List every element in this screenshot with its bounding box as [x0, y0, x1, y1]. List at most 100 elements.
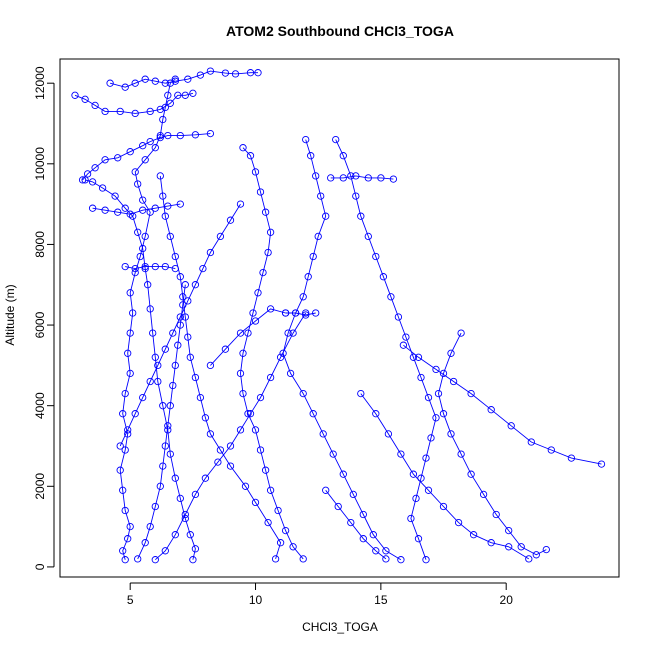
data-point: [174, 341, 182, 349]
data-point: [216, 446, 225, 454]
data-point: [114, 208, 122, 216]
y-axis-label: Altitude (m): [3, 284, 17, 345]
data-point: [266, 486, 275, 494]
data-point: [467, 470, 475, 478]
data-point: [246, 152, 255, 160]
data-point: [389, 175, 398, 183]
data-point: [379, 273, 388, 281]
data-point: [196, 393, 205, 402]
data-point: [151, 502, 159, 511]
data-point: [121, 389, 129, 398]
data-point: [414, 353, 423, 361]
data-point: [304, 273, 312, 281]
data-point: [449, 377, 458, 386]
data-point: [352, 192, 360, 200]
x-axis-label: CHCl3_TOGA: [302, 620, 378, 634]
data-point: [487, 406, 495, 414]
data-point: [299, 293, 307, 301]
data-series: [357, 389, 533, 563]
data-point: [394, 313, 403, 321]
data-point: [169, 329, 177, 337]
data-point: [206, 361, 215, 370]
data-point: [144, 281, 152, 289]
data-point: [156, 105, 164, 114]
data-point: [191, 373, 200, 382]
data-point: [161, 103, 169, 112]
plot-frame: [59, 58, 620, 578]
data-point: [146, 377, 154, 386]
x-tick-label: 20: [500, 593, 514, 607]
data-point: [166, 402, 174, 410]
data-point: [176, 273, 184, 281]
data-point: [542, 545, 550, 554]
data-point: [254, 289, 262, 297]
data-point: [264, 248, 272, 257]
data-point: [189, 556, 197, 564]
data-point: [121, 506, 129, 515]
data-point: [357, 212, 365, 220]
data-point: [126, 329, 134, 337]
data-point: [309, 410, 317, 418]
data-point: [312, 172, 320, 180]
data-point: [322, 486, 330, 494]
data-point: [372, 252, 380, 261]
data-point: [161, 547, 169, 555]
data-point: [236, 426, 245, 434]
data-point: [116, 107, 124, 116]
data-point: [432, 365, 440, 374]
data-point: [116, 442, 124, 450]
data-point: [181, 510, 189, 519]
data-point: [111, 192, 119, 200]
data-point: [214, 458, 222, 466]
data-point: [286, 369, 295, 378]
data-point: [179, 293, 187, 301]
series-line: [285, 312, 316, 316]
data-point: [332, 135, 340, 144]
y-tick-label: 0: [33, 563, 47, 570]
data-point: [161, 442, 169, 450]
data-series: [151, 309, 310, 564]
data-point: [469, 531, 478, 539]
data-point: [236, 369, 245, 378]
y-tick-label: 4000: [33, 392, 47, 419]
data-point: [271, 555, 280, 563]
data-point: [156, 482, 164, 490]
data-series: [116, 200, 245, 450]
data-point: [302, 311, 310, 319]
data-point: [505, 526, 513, 535]
data-point: [151, 556, 159, 564]
data-point: [106, 79, 114, 87]
data-point: [424, 486, 433, 494]
y-tick-label: 6000: [33, 311, 47, 338]
data-point: [397, 556, 405, 564]
data-point: [317, 192, 325, 200]
data-point: [387, 293, 395, 301]
data-point: [432, 414, 440, 422]
x-tick-label: 10: [249, 593, 263, 607]
data-point: [131, 410, 139, 418]
data-point: [199, 264, 207, 273]
data-point: [159, 402, 167, 410]
chart-title: ATOM2 Southbound CHCl3_TOGA: [226, 23, 454, 39]
data-point: [487, 539, 495, 547]
data-point: [274, 506, 282, 515]
data-point: [134, 228, 142, 236]
data-point: [414, 535, 423, 543]
data-point: [251, 168, 260, 176]
y-tick-label: 10000: [33, 147, 47, 181]
data-point: [81, 95, 89, 103]
series-line: [119, 203, 241, 447]
series-line: [125, 266, 176, 270]
data-point: [121, 262, 129, 271]
data-point: [146, 137, 154, 146]
data-point: [171, 474, 179, 482]
data-point: [171, 252, 179, 261]
data-point: [151, 262, 159, 271]
data-point: [525, 555, 533, 563]
data-point: [327, 174, 335, 182]
data-point: [171, 531, 179, 539]
data-point: [264, 518, 272, 527]
data-point: [266, 228, 275, 236]
data-point: [412, 494, 420, 503]
